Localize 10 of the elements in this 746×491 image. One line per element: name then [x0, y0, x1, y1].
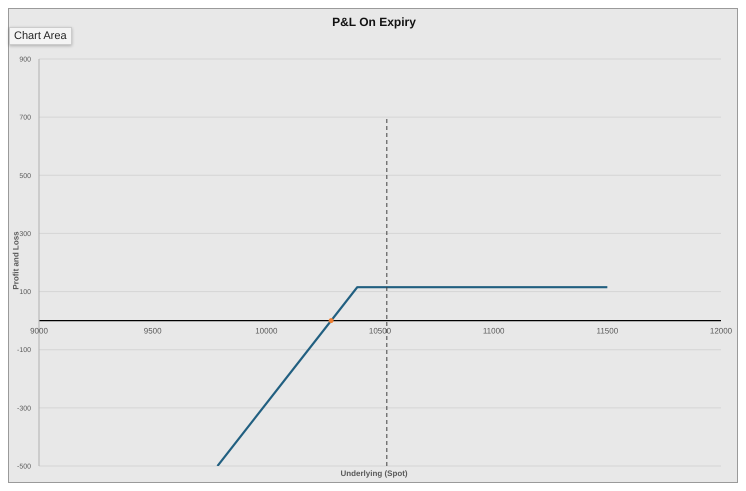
x-tick-label: 11500 [596, 326, 619, 336]
x-tick-label: 10000 [255, 326, 278, 336]
x-axis-title: Underlying (Spot) [339, 469, 409, 478]
text: Chart Area [9, 27, 72, 45]
x-tick-label: 9500 [144, 326, 162, 336]
chart-title: P&L On Expiry [331, 15, 417, 29]
x-tick-label: 12000 [710, 326, 733, 336]
y-axis-title: Profit and Loss [12, 230, 20, 290]
x-tick-label: 9000 [30, 326, 48, 336]
x-tick-label: 11000 [482, 326, 506, 336]
